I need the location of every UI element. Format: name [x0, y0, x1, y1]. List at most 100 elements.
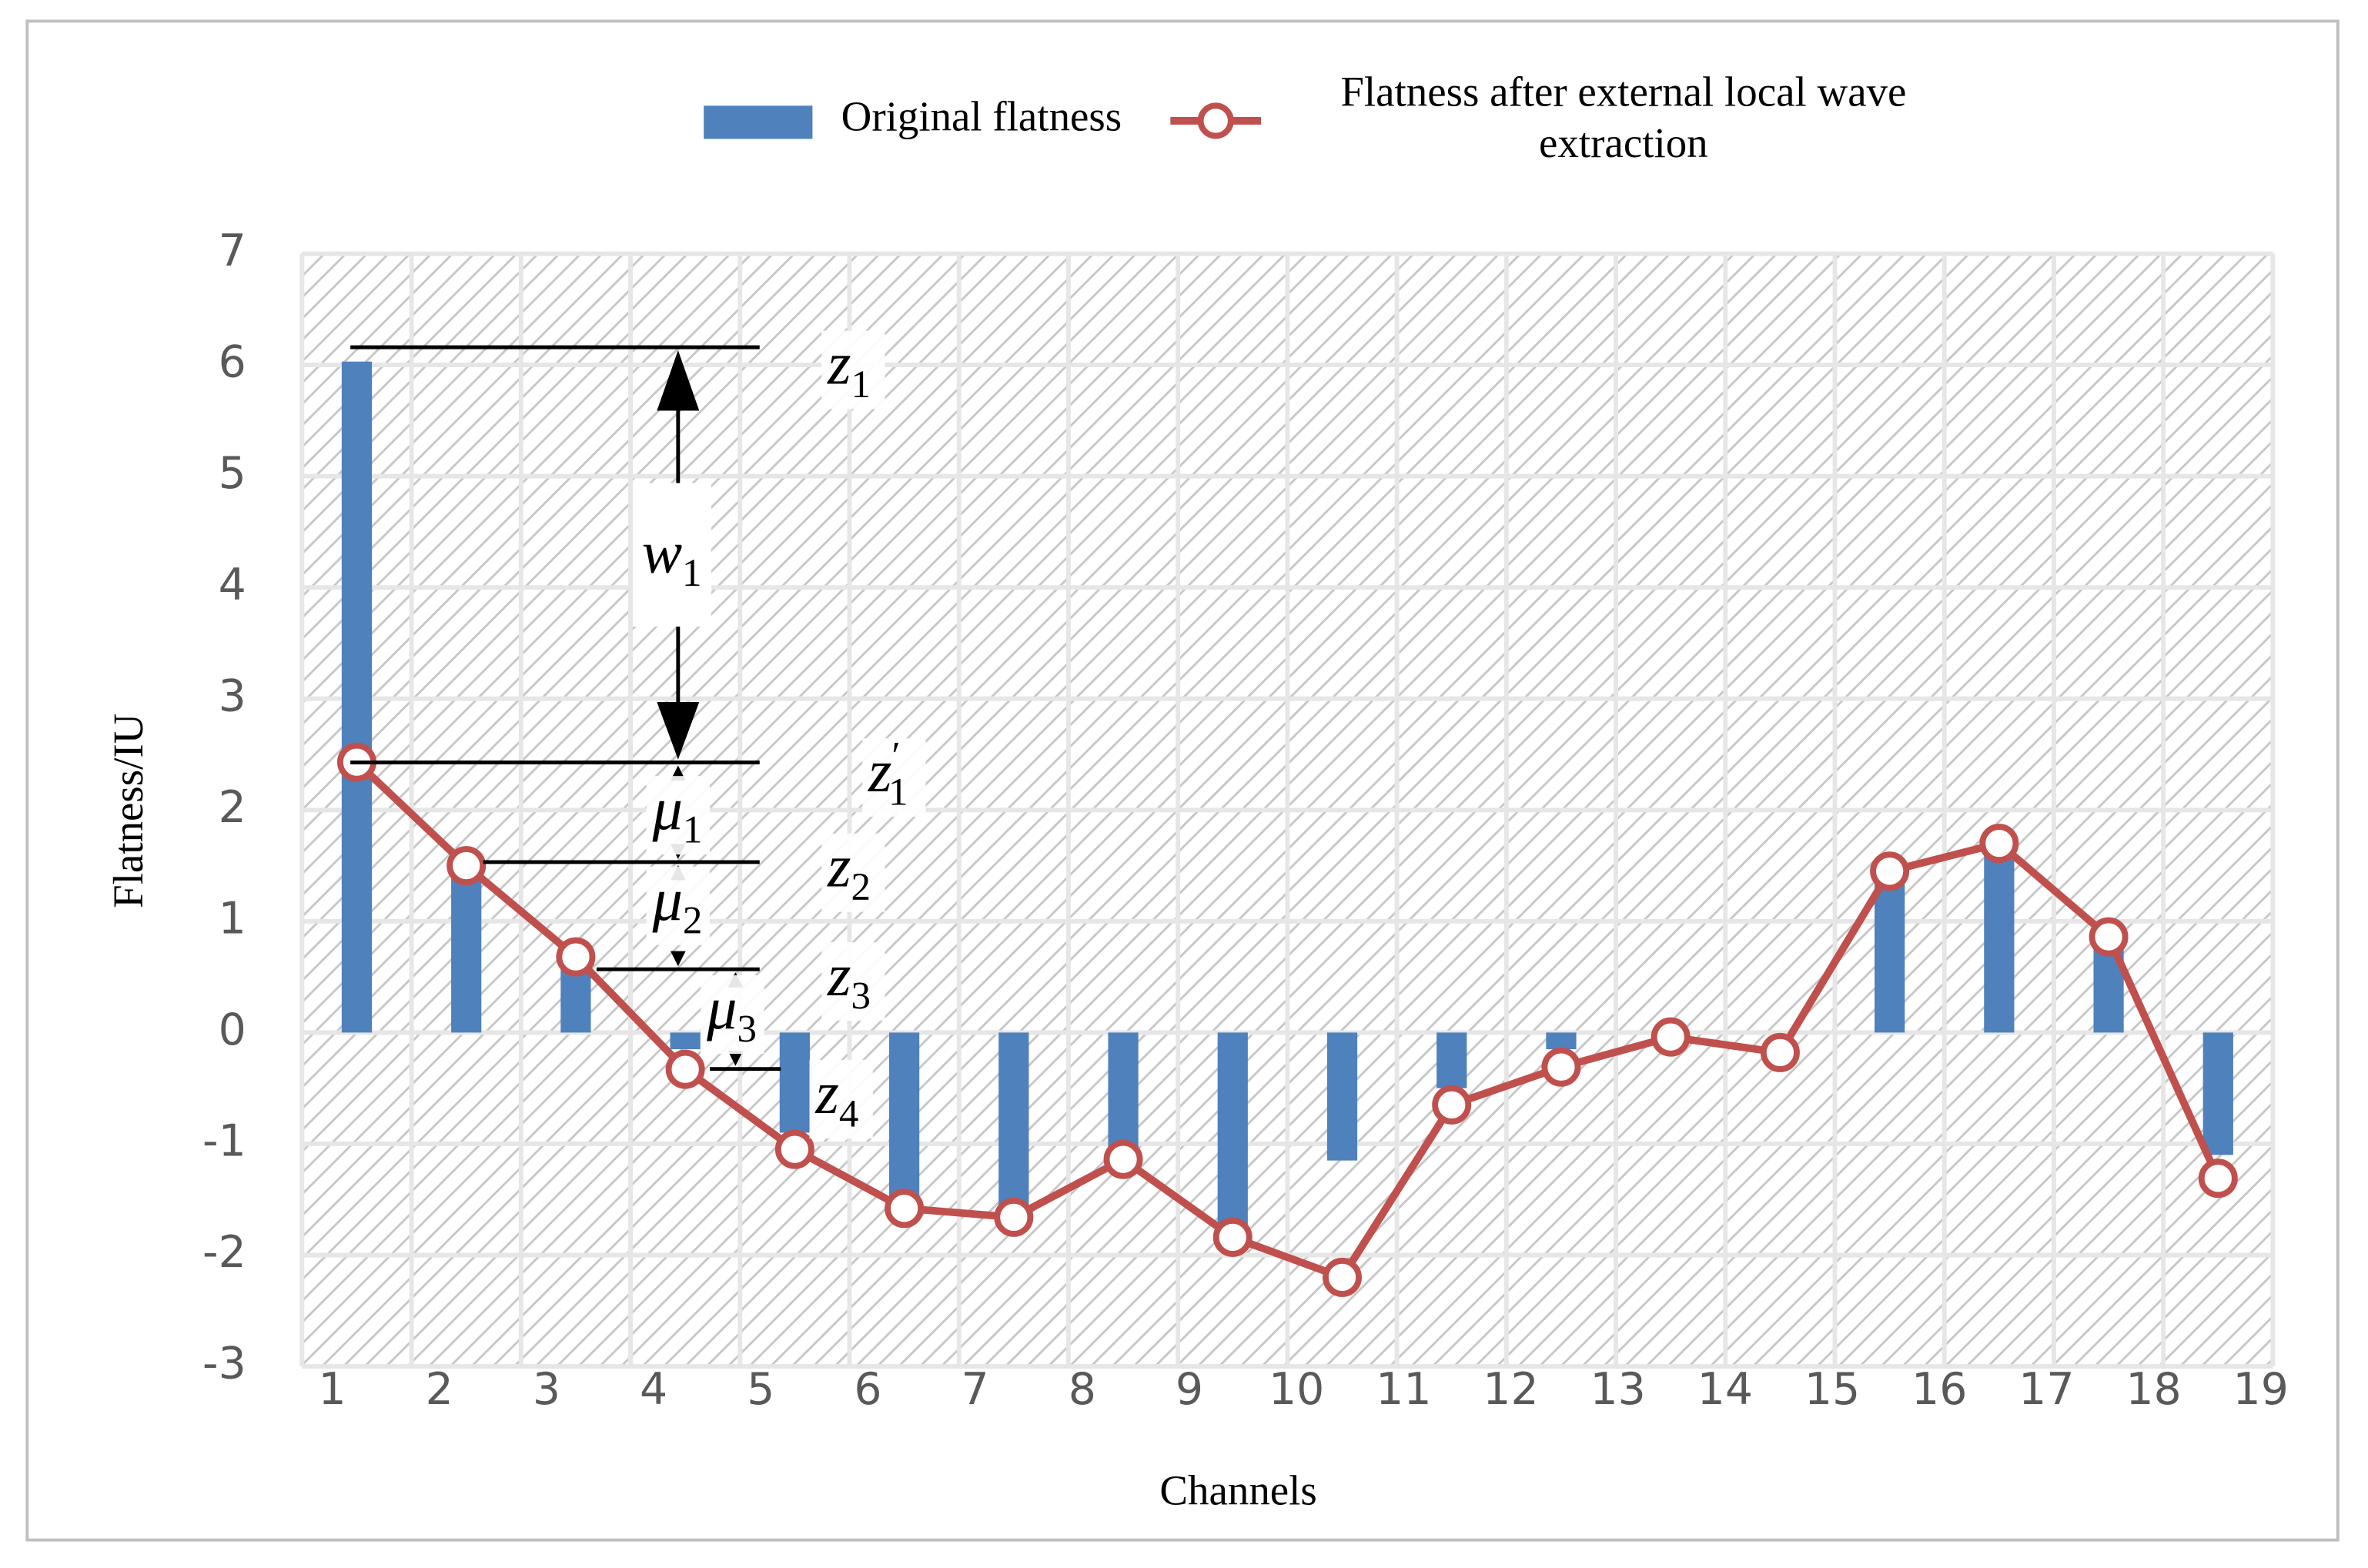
annotation-subscript: 1 — [682, 552, 702, 595]
y-tick-label: -1 — [202, 1116, 246, 1167]
annotation-bg — [646, 866, 711, 945]
line-marker — [556, 937, 596, 977]
annotation-subscript: 2 — [851, 866, 871, 909]
y-tick-label: 6 — [219, 337, 246, 388]
annotation: w1 — [642, 519, 702, 595]
bar — [341, 361, 373, 1033]
line-marker — [1322, 1257, 1362, 1297]
y-tick-label: 4 — [219, 560, 246, 610]
annotation-symbol: μ — [651, 866, 682, 933]
x-tick-label: 13 — [1590, 1364, 1645, 1415]
line-marker — [885, 1189, 925, 1229]
annotation-subscript: 2 — [683, 899, 703, 942]
bar — [888, 1032, 920, 1200]
x-tick-label: 4 — [640, 1364, 667, 1415]
bar — [779, 1032, 810, 1133]
line-marker — [447, 846, 487, 886]
x-tick-label: 7 — [962, 1364, 989, 1415]
line-marker — [1212, 1217, 1253, 1257]
x-tick-label: 16 — [1911, 1364, 1967, 1415]
annotation-subscript: 4 — [839, 1092, 859, 1135]
annotation-symbol: z — [827, 941, 851, 1008]
annotation: μ1 — [651, 775, 702, 851]
line-marker — [1541, 1047, 1581, 1087]
annotation-bg — [701, 975, 764, 1055]
bar — [1437, 1032, 1467, 1088]
line-marker — [1760, 1032, 1800, 1072]
annotation-bg — [646, 776, 711, 855]
line-marker — [1103, 1139, 1143, 1179]
x-tick-label: 14 — [1697, 1364, 1753, 1415]
bar — [670, 1032, 701, 1050]
bar — [2202, 1032, 2233, 1155]
x-tick-label: 9 — [1176, 1364, 1203, 1415]
x-tick-label: 17 — [2018, 1364, 2074, 1415]
line-marker — [665, 1049, 705, 1089]
y-axis-label: Flatness/IU — [105, 714, 152, 908]
annotation: μ2 — [651, 866, 702, 942]
line-marker — [2089, 917, 2129, 957]
y-tick-label: 2 — [219, 782, 246, 833]
x-tick-label: 10 — [1269, 1364, 1324, 1415]
bar — [451, 868, 482, 1033]
bar — [1108, 1032, 1139, 1155]
x-tick-label: 11 — [1376, 1364, 1431, 1415]
annotation: z1 — [827, 330, 871, 406]
line-marker — [994, 1197, 1034, 1237]
annotation-symbol: z — [827, 833, 851, 900]
x-tick-label: 15 — [1804, 1364, 1860, 1415]
x-tick-label: 18 — [2126, 1364, 2181, 1415]
annotation-symbol: μ — [651, 775, 682, 842]
y-tick-label: 0 — [219, 1005, 246, 1055]
x-tick-label: 2 — [426, 1364, 453, 1415]
bar — [1984, 843, 2015, 1033]
annotation-symbol: z — [868, 737, 892, 804]
annotation-symbol: μ — [706, 975, 737, 1041]
y-tick-label: 3 — [219, 670, 246, 721]
line-marker — [774, 1129, 814, 1169]
annotation-bg — [862, 738, 926, 817]
annotation-bg — [821, 330, 885, 410]
y-tick-label: -3 — [202, 1339, 246, 1389]
annotation-symbol: w — [642, 519, 682, 586]
x-tick-label: 6 — [854, 1364, 881, 1415]
y-tick-label: 1 — [219, 893, 246, 944]
x-tick-label: 5 — [747, 1364, 774, 1415]
annotation-bg — [809, 1059, 873, 1138]
annotation-symbol: z — [814, 1059, 839, 1126]
annotation-subscript: 1 — [683, 808, 703, 851]
legend-label: Original flatness — [841, 93, 1122, 140]
x-tick-label: 1 — [318, 1364, 346, 1415]
line-marker — [2198, 1158, 2238, 1199]
annotation-bg — [821, 833, 885, 912]
line-marker — [1432, 1085, 1472, 1125]
y-tick-label: 5 — [219, 448, 246, 499]
legend-label: Flatness after external local wave extra… — [1340, 69, 1907, 168]
x-tick-label: 12 — [1483, 1364, 1538, 1415]
legend-label-box: Flatness after external local wave extra… — [1340, 69, 1907, 168]
bar — [1326, 1032, 1358, 1161]
annotation-bg — [821, 941, 885, 1021]
x-axis-label: Channels — [1159, 1466, 1316, 1513]
annotation-subscript: 1 — [888, 771, 908, 814]
annotation-symbol: z — [827, 330, 851, 397]
bar — [1217, 1032, 1248, 1228]
annotation-subscript: 3 — [737, 1008, 757, 1051]
line-marker — [1979, 824, 2019, 864]
bar — [1546, 1032, 1577, 1050]
annotation: z3 — [827, 941, 871, 1018]
annotation: z4 — [814, 1059, 858, 1135]
line-marker — [1651, 1017, 1691, 1057]
legend-swatch — [1197, 102, 1234, 139]
y-tick-label: 7 — [219, 226, 246, 276]
x-tick-label: 3 — [533, 1364, 560, 1415]
y-tick-label: -2 — [202, 1227, 246, 1278]
x-tick-label: 19 — [2233, 1364, 2289, 1415]
legend-swatch — [704, 105, 813, 139]
annotation-subscript: 3 — [851, 975, 871, 1018]
annotation-lines — [350, 345, 781, 1072]
annotation: z2 — [827, 833, 871, 909]
line-marker — [1870, 851, 1910, 891]
annotation-subscript: 1 — [851, 363, 871, 406]
